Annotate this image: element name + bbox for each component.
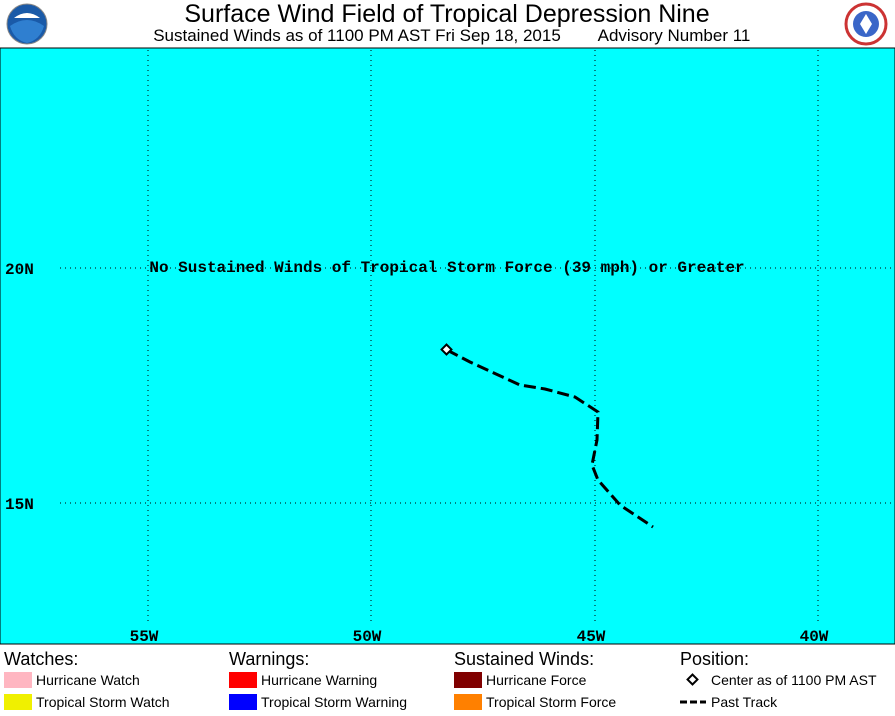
subtitle: Sustained Winds as of 1100 PM AST Fri Se… [153, 26, 561, 45]
legend-heading: Watches: [4, 649, 78, 669]
legend-heading: Sustained Winds: [454, 649, 594, 669]
noaa-logo [6, 3, 48, 45]
past-track [446, 348, 654, 529]
legend-item: Hurricane Warning [261, 672, 377, 688]
legend-item: Past Track [711, 694, 778, 710]
legend-item: Tropical Storm Watch [36, 694, 170, 710]
lon-label: 55W [130, 628, 159, 646]
lat-label: 15N [5, 496, 34, 514]
legend-item: Hurricane Force [486, 672, 587, 688]
legend-item: Tropical Storm Force [486, 694, 616, 710]
graticule: 55W 50W 45W 40W 20N 15N [5, 50, 893, 646]
legend-swatch [229, 694, 257, 710]
nws-logo [844, 2, 888, 46]
legend-heading: Position: [680, 649, 749, 669]
logo-gull [14, 13, 40, 18]
legend-item: Hurricane Watch [36, 672, 140, 688]
lon-label: 40W [800, 628, 829, 646]
legend-swatch [454, 672, 482, 688]
logo-mark [860, 14, 872, 34]
logo-wave [10, 20, 44, 43]
center-position [440, 343, 453, 356]
lon-label: 50W [353, 628, 382, 646]
lat-label: 20N [5, 261, 34, 279]
legend: Watches: Hurricane Watch Tropical Storm Wa… [4, 649, 877, 710]
advisory: Advisory Number 11 [598, 26, 751, 45]
legend-heading: Warnings: [229, 649, 309, 669]
legend-swatch [4, 694, 32, 710]
lon-label: 45W [577, 628, 606, 646]
legend-item: Center as of 1100 PM AST [711, 672, 877, 688]
legend-center-symbol [686, 673, 699, 686]
map-message: No Sustained Winds of Tropical Storm For… [149, 259, 744, 277]
legend-item: Tropical Storm Warning [261, 694, 407, 710]
legend-swatch [454, 694, 482, 710]
legend-swatch [4, 672, 32, 688]
title: Surface Wind Field of Tropical Depressio… [184, 0, 709, 28]
legend-swatch [229, 672, 257, 688]
